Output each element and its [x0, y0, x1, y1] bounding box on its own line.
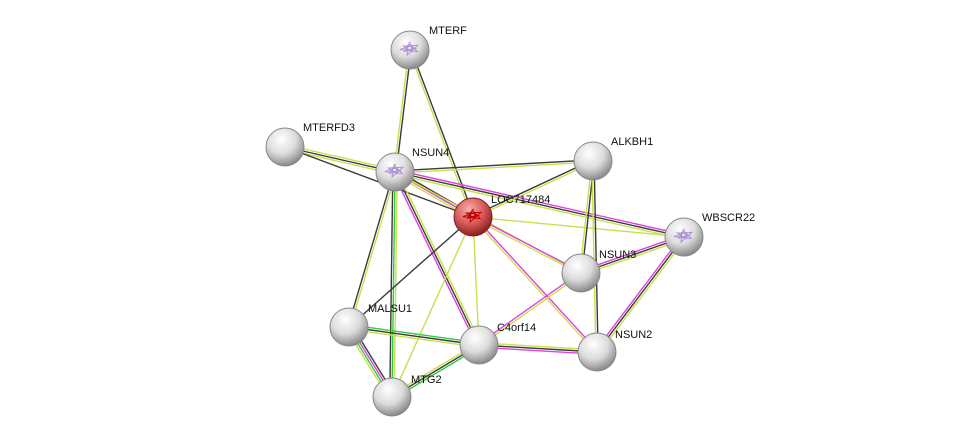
protein-structure-icon — [462, 208, 483, 224]
node-sphere[interactable] — [561, 253, 601, 293]
edge-LOC717484-NSUN3[interactable] — [472, 215, 582, 275]
edge-evidence-yellow — [349, 172, 397, 328]
edge-evidence-black — [472, 159, 593, 217]
protein-structure-icon — [399, 41, 420, 57]
edge-evidence-black — [478, 344, 598, 353]
edge-evidence-black — [389, 171, 394, 397]
edge-C4orf14-NSUN2[interactable] — [478, 342, 598, 355]
node-label: MTERF — [429, 25, 467, 37]
edge-LOC717484-MALSU1[interactable] — [348, 216, 474, 328]
edge-evidence-black — [596, 236, 685, 353]
edge-evidence-black — [394, 159, 593, 172]
edge-evidence-yellow — [598, 237, 687, 354]
node-ALKBH1[interactable]: ALKBH1 — [573, 136, 653, 181]
edge-evidence-yellow — [393, 172, 398, 398]
edge-MTERF-LOC717484[interactable] — [408, 49, 475, 218]
node-NSUN4[interactable]: NSUN4 — [375, 147, 449, 192]
node-sphere[interactable] — [329, 307, 369, 347]
edge-evidence-yellow — [396, 170, 482, 345]
edge-evidence-yellow — [471, 217, 597, 354]
edge-LOC717484-MTG2[interactable] — [391, 216, 474, 398]
node-label: C4orf14 — [497, 322, 536, 334]
edge-evidence-magenta — [477, 271, 581, 345]
node-label: NSUN4 — [412, 147, 449, 159]
protein-structure-icon — [673, 228, 694, 244]
edge-evidence-black — [347, 171, 395, 327]
edge-evidence-green — [391, 171, 396, 398]
node-MTERFD3[interactable]: MTERFD3 — [265, 122, 355, 167]
edge-evidence-yellow — [473, 161, 594, 219]
edge-NSUN3-C4orf14[interactable] — [477, 271, 583, 347]
node-sphere[interactable] — [573, 141, 613, 181]
edge-NSUN4-C4orf14[interactable] — [392, 170, 482, 347]
edge-LOC717484-NSUN2[interactable] — [471, 215, 599, 354]
edge-evidence-black — [395, 50, 412, 173]
node-label: NSUN2 — [615, 329, 652, 341]
node-WBSCR22[interactable]: WBSCR22 — [664, 212, 755, 257]
edge-evidence-black — [348, 326, 480, 346]
node-sphere[interactable] — [577, 332, 617, 372]
edge-evidence-yellow — [472, 216, 685, 238]
protein-structure-icon — [384, 163, 405, 179]
edge-evidence-magenta — [395, 169, 685, 236]
edge-evidence-yellow — [479, 273, 583, 347]
node-label: LOC717484 — [491, 194, 550, 206]
node-label: WBSCR22 — [702, 212, 755, 224]
edge-LOC717484-WBSCR22[interactable] — [472, 216, 685, 238]
edge-MALSU1-C4orf14[interactable] — [348, 324, 480, 348]
edge-evidence-black — [593, 160, 599, 352]
edge-evidence-black — [394, 171, 685, 238]
nodes-layer: MTERF MTERFD3 NSUN4 ALKBH1 LOC717484 WBSCR22 N… — [265, 25, 755, 417]
edge-evidence-magenta — [473, 215, 582, 273]
edge-evidence-magenta — [478, 346, 597, 355]
node-C4orf14[interactable]: C4orf14 — [459, 322, 536, 365]
edge-evidence-yellow — [479, 342, 598, 351]
node-label: MTERFD3 — [303, 122, 355, 134]
edge-evidence-yellow — [591, 161, 597, 353]
node-LOC717484[interactable]: LOC717484 — [453, 194, 550, 237]
edge-evidence-magenta — [392, 172, 478, 347]
edge-ALKBH1-NSUN2[interactable] — [591, 160, 599, 353]
edge-NSUN4-ALKBH1[interactable] — [394, 159, 594, 174]
edge-evidence-black — [348, 216, 474, 328]
node-sphere[interactable] — [372, 377, 412, 417]
edge-evidence-black — [410, 49, 475, 217]
edge-evidence-black — [394, 171, 480, 346]
edge-NSUN4-MALSU1[interactable] — [347, 171, 397, 328]
edge-NSUN4-MTG2[interactable] — [389, 171, 398, 398]
edge-WBSCR22-NSUN2[interactable] — [594, 235, 687, 354]
node-label: ALKBH1 — [611, 136, 653, 148]
edge-evidence-yellow — [408, 50, 473, 218]
node-label: MTG2 — [411, 374, 442, 386]
edge-evidence-green — [349, 324, 480, 344]
node-NSUN2[interactable]: NSUN2 — [577, 329, 652, 372]
edge-evidence-yellow — [391, 216, 474, 398]
node-sphere[interactable] — [459, 325, 499, 365]
edge-evidence-magenta — [473, 215, 599, 352]
edge-evidence-yellow — [348, 328, 479, 348]
node-MTG2[interactable]: MTG2 — [372, 374, 442, 417]
edge-MTERF-NSUN4[interactable] — [393, 49, 412, 173]
edge-LOC717484-ALKBH1[interactable] — [472, 159, 594, 219]
node-label: MALSU1 — [368, 303, 412, 315]
node-MALSU1[interactable]: MALSU1 — [329, 303, 412, 347]
edge-evidence-yellow — [393, 49, 410, 172]
edge-LOC717484-C4orf14[interactable] — [472, 216, 480, 346]
node-NSUN3[interactable]: NSUN3 — [561, 249, 636, 293]
edge-evidence-yellow — [394, 173, 684, 240]
node-label: NSUN3 — [599, 249, 636, 261]
node-MTERF[interactable]: MTERF — [390, 25, 467, 70]
node-sphere[interactable] — [265, 127, 305, 167]
edge-NSUN4-WBSCR22[interactable] — [394, 169, 685, 240]
edge-evidence-yellow — [472, 217, 581, 275]
edge-evidence-yellow — [472, 216, 480, 346]
edge-evidence-magenta — [594, 235, 683, 352]
edge-evidence-yellow — [395, 161, 594, 174]
